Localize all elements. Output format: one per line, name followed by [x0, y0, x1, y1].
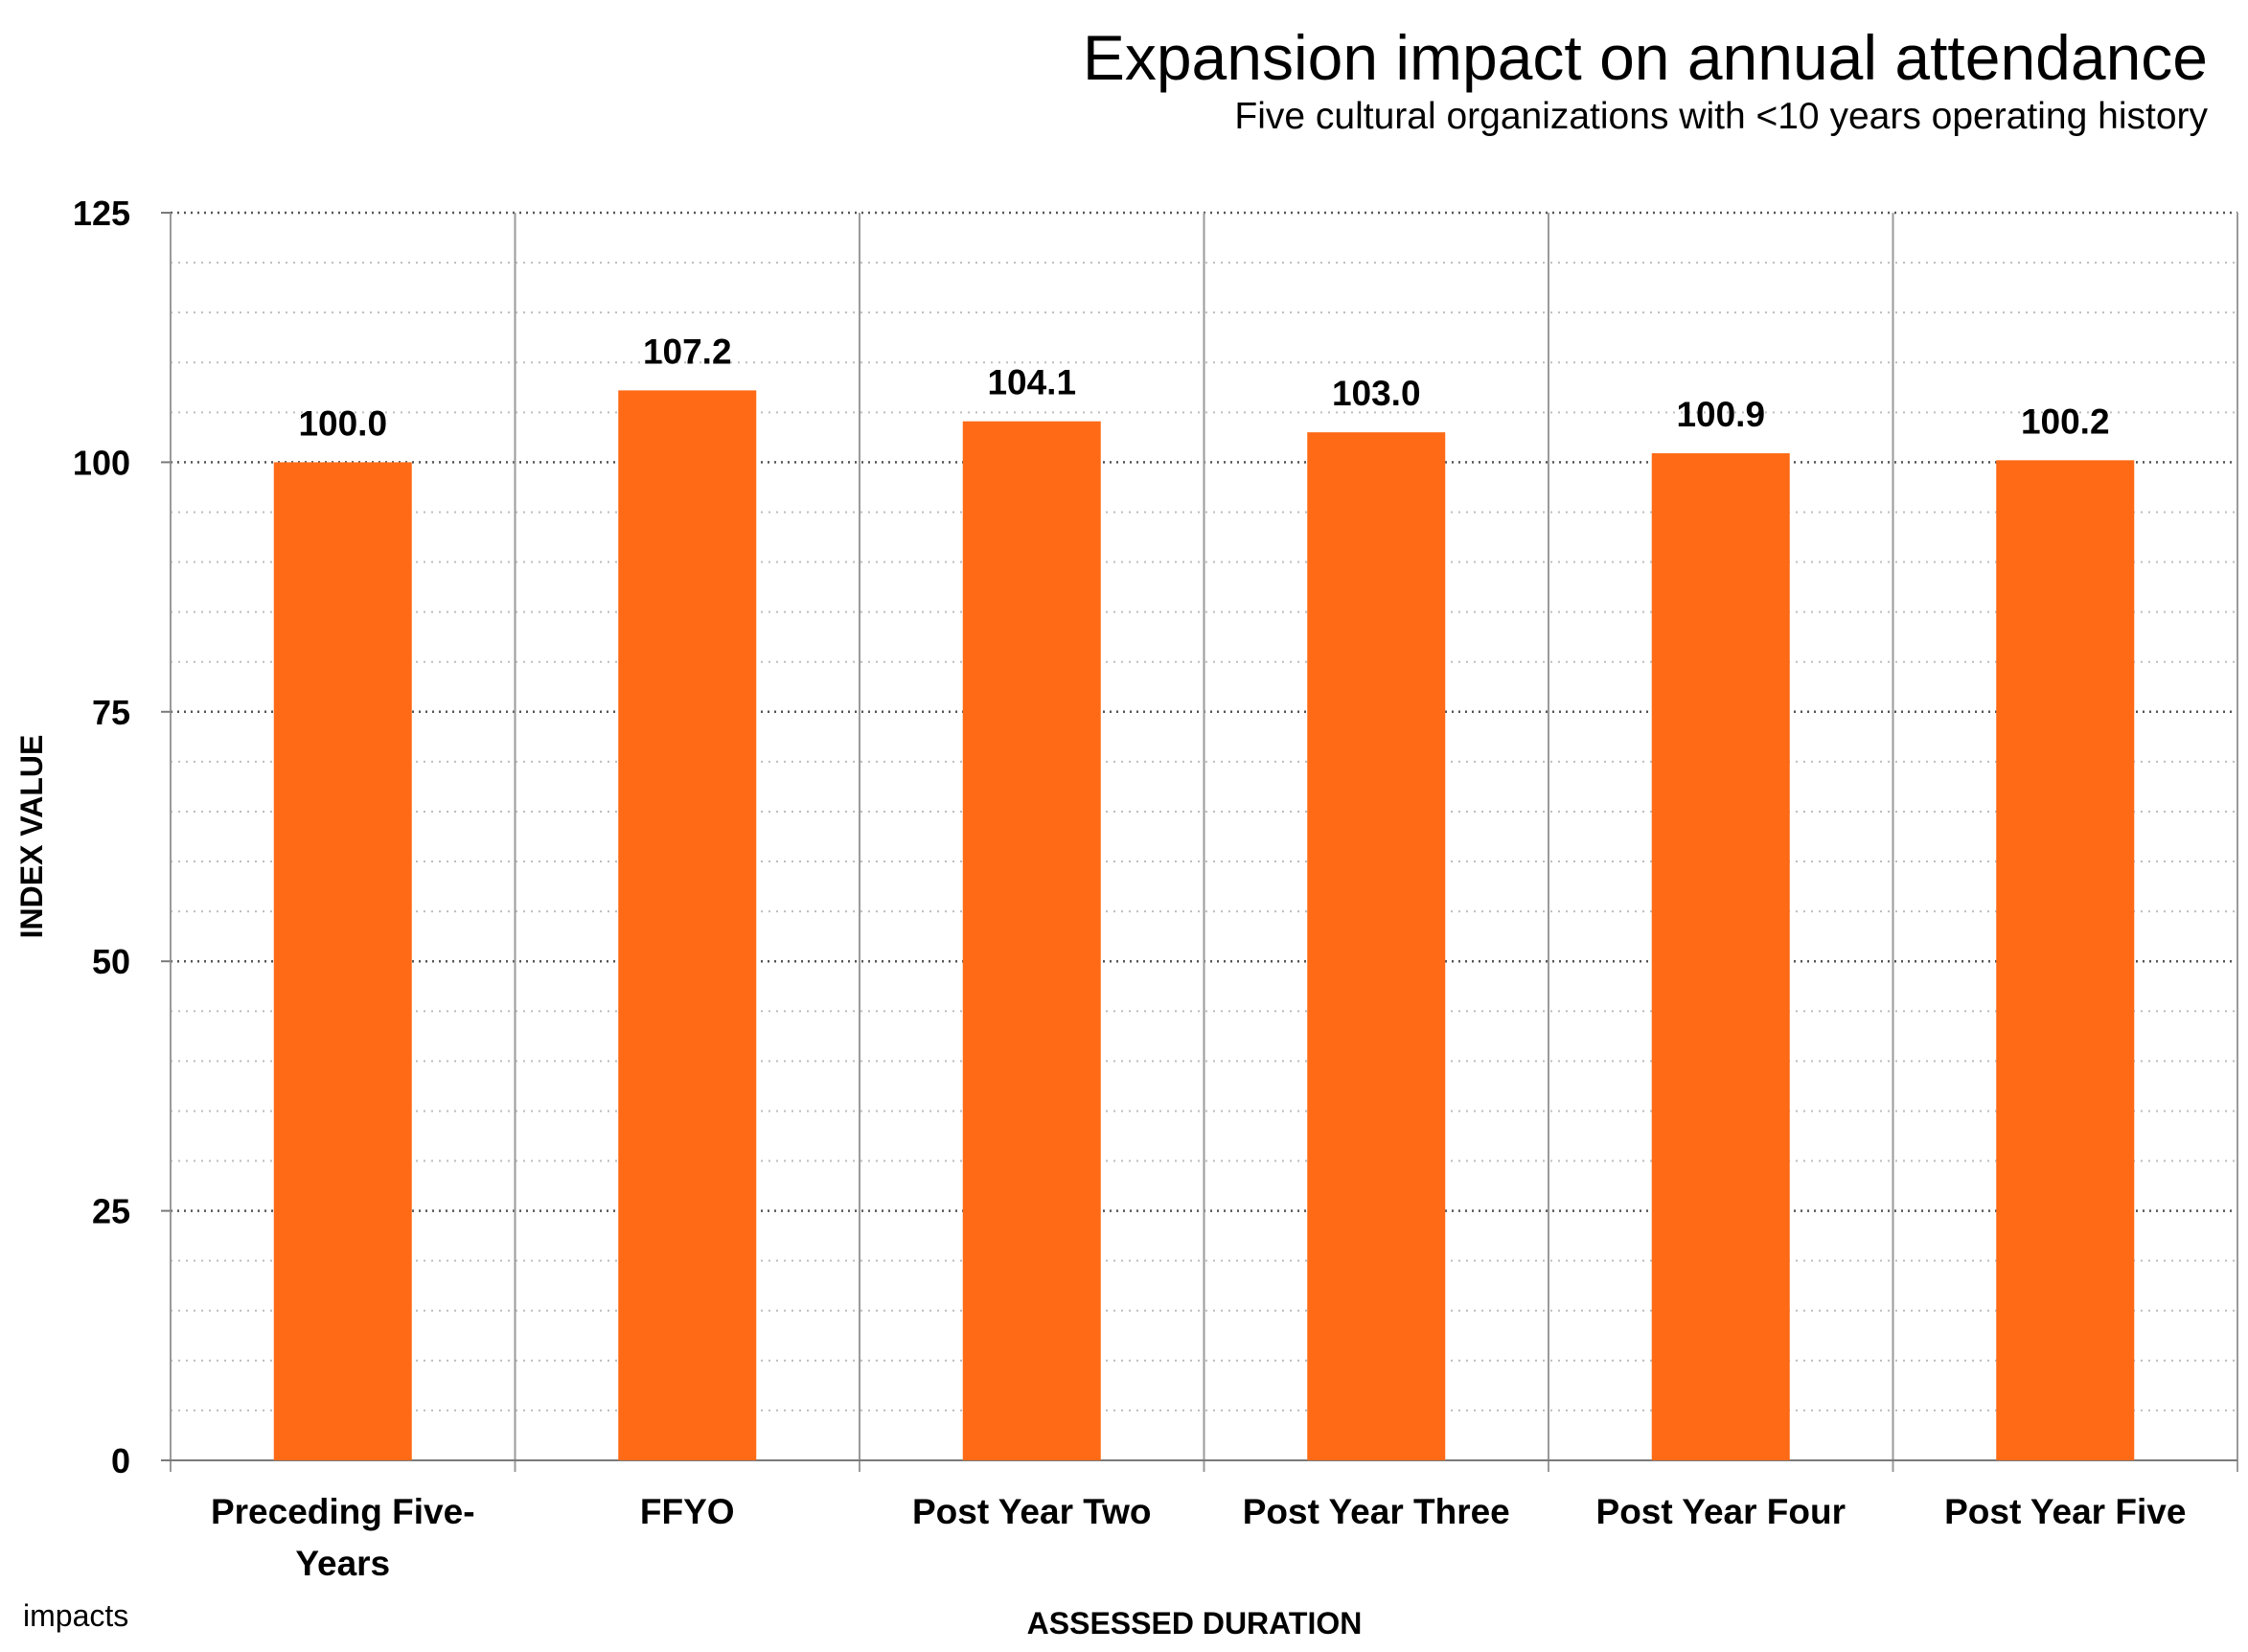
data-label: 103.0 [1332, 374, 1421, 413]
impacts-logo: impacts [23, 1598, 129, 1633]
y-axis-title: INDEX VALUE [14, 735, 49, 939]
chart-subtitle: Five cultural organizations with <10 yea… [1234, 96, 2208, 137]
x-tick-label: Post Year Four [1596, 1492, 1846, 1531]
x-tick-label: Preceding Five- [211, 1492, 475, 1531]
data-label: 100.9 [1676, 395, 1765, 434]
y-tick-label: 100 [73, 443, 130, 482]
x-tick-label: Years [295, 1544, 390, 1583]
bar [1996, 460, 2135, 1461]
x-tick-label: FFYO [640, 1492, 735, 1531]
bar [1307, 432, 1446, 1461]
data-label: 104.1 [987, 363, 1076, 402]
x-tick-label: Post Year Three [1243, 1492, 1510, 1531]
data-label: 107.2 [643, 332, 732, 371]
bar [273, 462, 412, 1460]
bar [618, 390, 757, 1460]
bar [1651, 453, 1790, 1460]
chart-title: Expansion impact on annual attendance [1082, 22, 2208, 93]
data-label: 100.2 [2021, 402, 2110, 441]
data-label: 100.0 [298, 403, 387, 443]
y-tick-label: 0 [111, 1441, 130, 1480]
y-tick-label: 75 [92, 693, 130, 732]
y-tick-label: 125 [73, 194, 130, 233]
y-tick-label: 25 [92, 1192, 130, 1231]
y-tick-label: 50 [92, 942, 130, 981]
bar [962, 421, 1101, 1461]
x-axis-title: ASSESSED DURATION [1027, 1606, 1363, 1641]
x-tick-label: Post Year Five [1944, 1492, 2186, 1531]
x-tick-label: Post Year Two [912, 1492, 1152, 1531]
